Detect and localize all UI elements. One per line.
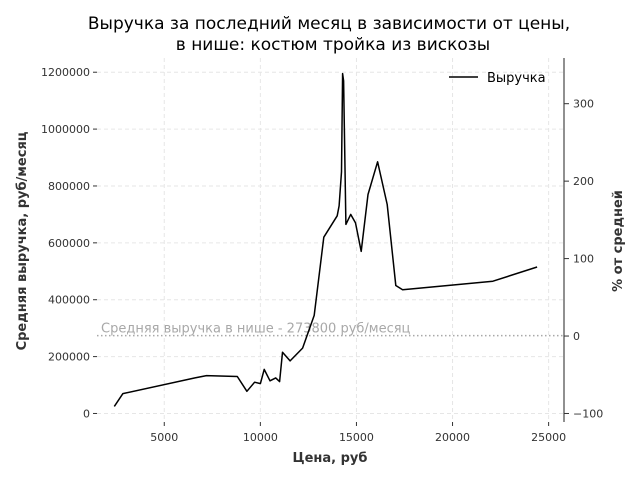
chart-title: Выручка за последний месяц в зависимости… — [88, 14, 570, 34]
y-tick-label: 200000 — [48, 351, 90, 364]
y2-tick-label: 100 — [573, 253, 594, 266]
chart-subtitle: в нише: костюм тройка из вискозы — [176, 35, 490, 55]
y2-axis-label: % от средней — [611, 190, 626, 292]
y-tick-label: 0 — [83, 407, 90, 420]
reference-line-group: Средняя выручка в нише - 273800 руб/меся… — [97, 322, 564, 337]
y-tick-label: 1000000 — [41, 123, 90, 136]
x-tick-label: 10000 — [243, 431, 278, 444]
y2-tick-label: 200 — [573, 175, 594, 188]
y2-tick-label: 0 — [573, 330, 580, 343]
x-tick-label: 20000 — [435, 431, 470, 444]
y-tick-label: 600000 — [48, 237, 90, 250]
x-tick-label: 25000 — [531, 431, 566, 444]
legend: Выручка — [449, 71, 546, 86]
x-axis-ticks: 5000 10000 15000 20000 25000 — [150, 422, 566, 444]
x-tick-label: 5000 — [150, 431, 178, 444]
series-line — [113, 72, 538, 407]
y-tick-label: 1200000 — [41, 66, 90, 79]
x-tick-label: 15000 — [339, 431, 374, 444]
grid — [97, 58, 564, 422]
y2-tick-label: 300 — [573, 98, 594, 111]
reference-line-label: Средняя выручка в нише - 273800 руб/меся… — [101, 322, 411, 337]
y2-axis-ticks: −100 0 100 200 300 — [564, 98, 603, 420]
legend-label: Выручка — [487, 71, 546, 86]
y2-tick-label: −100 — [573, 407, 603, 420]
x-axis-label: Цена, руб — [293, 451, 368, 466]
y-tick-label: 800000 — [48, 180, 90, 193]
y-tick-label: 400000 — [48, 294, 90, 307]
series-group — [113, 72, 538, 407]
y-axis-label: Средняя выручка, руб/месяц — [15, 131, 30, 350]
y-axis-ticks: 0 200000 400000 600000 800000 1000000 1200000 — [41, 66, 97, 420]
